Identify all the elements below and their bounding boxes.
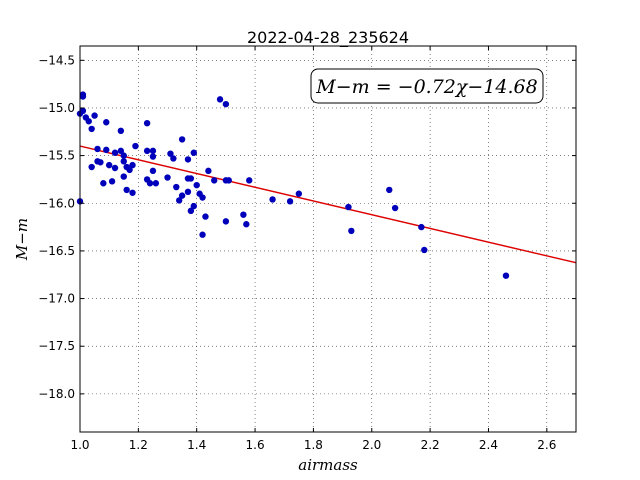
data-point: [193, 181, 200, 189]
data-point: [176, 197, 183, 204]
data-point: [243, 221, 250, 228]
data-point: [120, 173, 127, 180]
x-tick-label: 2.2: [421, 438, 440, 452]
data-point: [120, 152, 127, 159]
y-tick-label: −16.5: [38, 244, 75, 258]
data-point: [152, 180, 160, 187]
y-tick-label: −16.0: [38, 196, 75, 210]
data-point: [167, 150, 174, 157]
data-point: [88, 125, 95, 133]
data-point: [286, 198, 294, 205]
data-point: [184, 188, 192, 196]
data-point: [108, 178, 116, 185]
y-tick-label: −15.0: [38, 101, 75, 115]
data-point: [190, 149, 197, 156]
data-point: [240, 211, 247, 218]
data-point: [100, 180, 107, 187]
data-point: [91, 112, 98, 119]
data-point: [190, 202, 197, 210]
data-point: [170, 155, 177, 162]
data-point: [132, 142, 139, 150]
x-tick-label: 1.4: [187, 438, 206, 452]
data-point: [129, 161, 136, 169]
chart-title: 2022-04-28_235624: [247, 28, 409, 48]
y-tick-label: −17.5: [38, 339, 75, 353]
x-tick-label: 2.6: [537, 438, 556, 452]
data-point: [202, 213, 209, 220]
axis-ticks: 1.0 1.2 1.4 1.6 1.8 2.0 2.2 2.4 2.6 −14.5 −15.0 −15…: [38, 46, 576, 452]
y-tick-label: −15.5: [38, 149, 75, 163]
data-point: [129, 189, 136, 196]
data-point: [348, 227, 355, 235]
data-point: [117, 127, 125, 135]
data-point: [111, 149, 119, 156]
data-point: [123, 186, 130, 194]
data-point: [143, 147, 151, 155]
data-point: [103, 119, 110, 126]
fit-line: [79, 145, 577, 264]
data-point: [111, 164, 119, 172]
x-tick-label: 1.2: [129, 438, 148, 452]
data-point: [94, 145, 101, 153]
data-point: [269, 196, 276, 203]
equation-annotation: M−m = −0.72χ−14.68: [310, 68, 544, 104]
data-point: [146, 180, 154, 187]
data-point: [149, 153, 157, 160]
x-axis-label: airmass: [298, 456, 358, 474]
data-point: [502, 272, 510, 279]
data-point: [178, 192, 186, 199]
data-point: [105, 161, 113, 169]
data-point: [222, 100, 230, 108]
data-point: [345, 203, 352, 211]
x-tick-label: 1.6: [246, 438, 265, 452]
data-point: [79, 93, 87, 100]
x-tick-label: 2.4: [479, 438, 498, 452]
data-point: [391, 204, 399, 212]
data-point: [187, 175, 195, 182]
data-point: [199, 194, 206, 201]
data-point: [418, 223, 425, 231]
data-point: [225, 177, 232, 184]
y-tick-label: −17.0: [38, 292, 75, 306]
data-point: [173, 183, 180, 191]
x-tick-label: 2.0: [362, 438, 381, 452]
data-point: [103, 146, 110, 154]
y-axis-label: M−m: [13, 218, 31, 261]
data-point: [85, 118, 92, 125]
data-point: [120, 158, 127, 165]
data-point: [199, 231, 206, 238]
data-point: [216, 96, 224, 103]
x-tick-label: 1.0: [70, 438, 89, 452]
data-point: [184, 156, 192, 163]
data-point: [143, 120, 151, 127]
y-tick-label: −14.5: [38, 53, 75, 67]
data-point: [187, 207, 195, 215]
grid: [79, 46, 576, 432]
data-point: [178, 136, 186, 143]
data-point: [149, 167, 157, 175]
annotation-box: [310, 68, 544, 104]
annotation-text: M−m = −0.72χ−14.68: [315, 76, 537, 98]
plot-area-frame: [79, 45, 577, 433]
data-point: [421, 246, 428, 254]
data-point: [386, 186, 393, 194]
data-point: [295, 190, 303, 197]
data-point: [126, 166, 133, 174]
data-point: [97, 159, 104, 166]
data-point: [205, 167, 212, 175]
data-points: [76, 91, 510, 279]
data-point: [211, 177, 218, 184]
data-point: [149, 147, 157, 155]
data-point: [79, 107, 87, 115]
data-point: [246, 177, 253, 184]
data-point: [164, 174, 171, 181]
y-tick-label: −18.0: [38, 387, 75, 401]
data-point: [88, 163, 95, 171]
fit-line-group: [79, 145, 577, 264]
data-point: [222, 218, 230, 225]
x-tick-label: 1.8: [304, 438, 323, 452]
data-point: [117, 147, 125, 155]
